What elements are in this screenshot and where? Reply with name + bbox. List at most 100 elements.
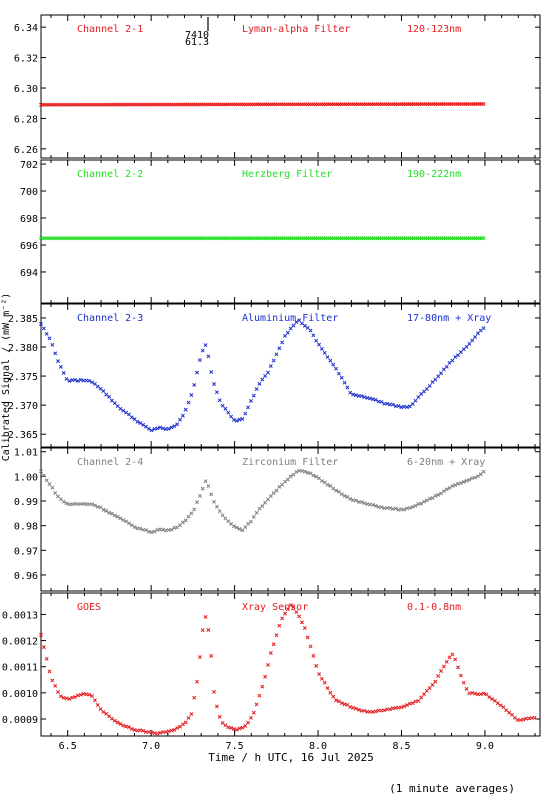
- data-point: [183, 720, 188, 725]
- data-point: [197, 655, 202, 660]
- x-tick-label: 8.0: [309, 741, 327, 752]
- data-point: [155, 731, 160, 736]
- data-point: [47, 482, 52, 487]
- data-point: [234, 418, 239, 423]
- data-point: [359, 394, 364, 399]
- y-tick-label: 700: [20, 187, 38, 198]
- event-marker-bottom: 61.3: [185, 37, 209, 48]
- panel-frame: [40, 14, 541, 159]
- panel-label-filter: Aluminium Filter: [242, 313, 338, 324]
- data-point: [64, 501, 69, 506]
- data-point: [402, 507, 407, 512]
- data-point: [328, 358, 333, 363]
- data-point: [351, 705, 356, 710]
- data-point: [331, 486, 336, 491]
- data-point: [180, 520, 185, 525]
- data-point: [195, 500, 199, 505]
- data-point: [373, 397, 378, 402]
- data-point: [240, 528, 245, 533]
- data-point: [405, 405, 409, 410]
- data-point: [470, 338, 475, 343]
- data-point: [402, 704, 407, 709]
- data-point: [328, 690, 333, 695]
- x-tick-label: 9.0: [476, 741, 494, 752]
- data-point: [92, 503, 97, 508]
- data-point: [433, 377, 438, 382]
- data-point: [348, 705, 353, 710]
- data-point: [186, 715, 191, 720]
- data-point: [447, 485, 452, 490]
- data-point: [146, 529, 151, 534]
- data-point: [197, 493, 202, 498]
- data-point: [396, 404, 401, 408]
- panel-frame: [40, 592, 541, 737]
- data-point: [365, 502, 370, 506]
- data-point: [430, 683, 435, 687]
- data-point: [365, 395, 370, 400]
- panel-channel-2-4: 1.01 1.00 0.99 0.98 0.97 0.96 Channel 2-4 Zirco…: [14, 447, 541, 592]
- data-point: [56, 359, 60, 364]
- data-point: [178, 417, 182, 422]
- data-point: [217, 714, 222, 719]
- data-point: [453, 355, 458, 360]
- data-point: [237, 527, 242, 531]
- data-point: [322, 350, 327, 355]
- data-point: [226, 410, 231, 415]
- data-point: [112, 401, 117, 406]
- data-point: [161, 426, 165, 431]
- data-point: [115, 404, 120, 409]
- data-point: [149, 730, 154, 735]
- data-point: [473, 691, 478, 696]
- data-point: [172, 525, 177, 530]
- data-point: [87, 378, 92, 383]
- data-point: [456, 665, 461, 670]
- data-point: [319, 346, 324, 351]
- data-point: [121, 518, 126, 523]
- data-point: [155, 527, 160, 532]
- data-point: [226, 725, 231, 730]
- data-point: [203, 343, 208, 348]
- panel-label-band: 0.1-0.8nm: [407, 602, 461, 613]
- data-point: [370, 502, 375, 507]
- panel-label-channel: Channel 2-3: [77, 313, 143, 324]
- data-point: [285, 330, 290, 335]
- panel-frame: [40, 159, 541, 304]
- data-point: [311, 473, 316, 478]
- data-point: [169, 527, 174, 532]
- data-point: [146, 426, 151, 431]
- data-point: [254, 702, 259, 707]
- data-point: [90, 694, 95, 698]
- data-point: [413, 503, 418, 508]
- data-point: [209, 370, 214, 375]
- data-point: [311, 653, 316, 658]
- data-point: [351, 392, 356, 397]
- data-point: [308, 328, 313, 333]
- data-point: [399, 705, 404, 710]
- data-point: [263, 500, 268, 505]
- data-point: [231, 727, 236, 731]
- data-point: [98, 707, 103, 712]
- data-point: [70, 695, 75, 700]
- data-point: [44, 478, 49, 483]
- data-point: [126, 412, 131, 417]
- data-point: [58, 364, 63, 369]
- data-point: [388, 707, 392, 712]
- data-point: [416, 699, 421, 703]
- data-point: [441, 489, 446, 494]
- data-point: [132, 727, 137, 732]
- data-point: [129, 523, 134, 528]
- data-point: [243, 723, 248, 728]
- data-point: [90, 502, 95, 507]
- data-point: [470, 476, 475, 481]
- data-point: [132, 417, 137, 422]
- data-point: [458, 673, 463, 678]
- y-tick-label: 1.01: [14, 448, 38, 459]
- y-tick-label: 696: [20, 241, 38, 252]
- data-point: [231, 524, 236, 529]
- data-point: [461, 479, 466, 484]
- data-point: [427, 496, 432, 501]
- data-point: [118, 516, 123, 521]
- data-point: [302, 323, 307, 328]
- data-point: [419, 501, 424, 506]
- data-point: [453, 657, 458, 662]
